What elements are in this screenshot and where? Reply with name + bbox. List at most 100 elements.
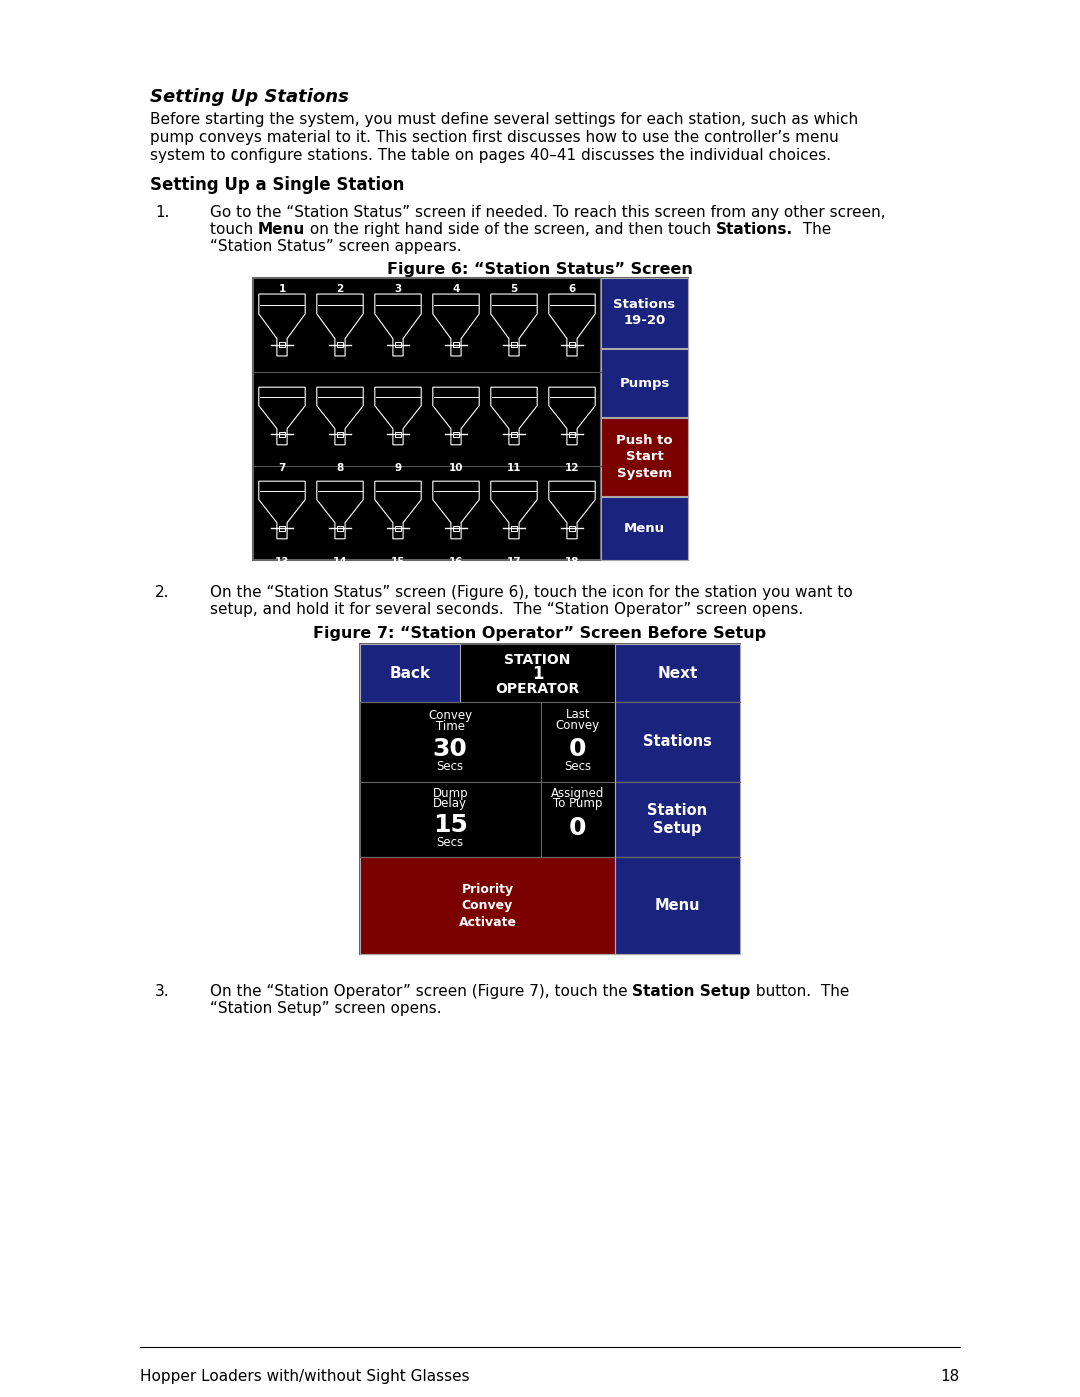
Bar [360, 856, 615, 954]
Text: 1: 1 [531, 665, 543, 683]
Text: Figure 6: “Station Status” Screen: Figure 6: “Station Status” Screen [387, 263, 693, 277]
Text: 8: 8 [336, 462, 343, 474]
Text: 9: 9 [394, 462, 402, 474]
Bar [600, 497, 688, 560]
Bar [280, 525, 285, 531]
Text: 3.: 3. [156, 983, 170, 999]
Text: Stations
19-20: Stations 19-20 [613, 299, 676, 327]
Bar [600, 418, 688, 496]
Text: Delay: Delay [433, 798, 468, 810]
Text: Station
Setup: Station Setup [647, 803, 707, 837]
Text: Figure 7: “Station Operator” Screen Before Setup: Figure 7: “Station Operator” Screen Befo… [313, 626, 767, 641]
Bar [511, 525, 517, 531]
Text: 14: 14 [333, 557, 348, 567]
Text: 3: 3 [394, 284, 402, 293]
Polygon shape [259, 387, 306, 444]
Bar [395, 525, 401, 531]
Text: Stations.: Stations. [716, 222, 794, 237]
Text: 5: 5 [511, 284, 517, 293]
Bar [600, 278, 688, 348]
Text: Dump: Dump [432, 787, 468, 799]
Bar [600, 349, 688, 416]
Polygon shape [375, 293, 421, 356]
Text: “Station Setup” screen opens.: “Station Setup” screen opens. [210, 1002, 442, 1016]
Polygon shape [490, 387, 537, 444]
Bar [253, 278, 600, 560]
Polygon shape [433, 481, 480, 539]
Text: 18: 18 [565, 557, 579, 567]
Text: Secs: Secs [436, 835, 464, 848]
Text: On the “Station Operator” screen (Figure 7), touch the: On the “Station Operator” screen (Figure… [210, 983, 633, 999]
Polygon shape [490, 293, 537, 356]
Text: Setting Up Stations: Setting Up Stations [150, 88, 349, 106]
Polygon shape [433, 293, 480, 356]
Bar [569, 432, 575, 437]
Bar [454, 432, 459, 437]
Text: Setting Up a Single Station: Setting Up a Single Station [150, 176, 404, 194]
Polygon shape [549, 387, 595, 444]
Text: 12: 12 [565, 462, 579, 474]
Text: 4: 4 [453, 284, 460, 293]
Text: pump conveys material to it. This section first discusses how to use the control: pump conveys material to it. This sectio… [150, 130, 839, 145]
Polygon shape [259, 481, 306, 539]
Bar [569, 342, 575, 348]
Text: 17: 17 [507, 557, 522, 567]
Text: setup, and hold it for several seconds.  The “Station Operator” screen opens.: setup, and hold it for several seconds. … [210, 602, 804, 617]
Bar [454, 525, 459, 531]
Text: 1.: 1. [156, 205, 170, 219]
Bar [337, 342, 342, 348]
Bar [360, 644, 460, 703]
Text: OPERATOR: OPERATOR [496, 682, 580, 696]
Text: 6: 6 [568, 284, 576, 293]
Text: Secs: Secs [436, 760, 464, 774]
Polygon shape [316, 387, 363, 444]
Polygon shape [316, 293, 363, 356]
Text: 0: 0 [569, 738, 586, 761]
Text: Time: Time [436, 719, 464, 732]
Bar [395, 432, 401, 437]
Polygon shape [375, 481, 421, 539]
Text: Secs: Secs [564, 760, 592, 774]
Text: touch: touch [210, 222, 258, 237]
Text: Back: Back [390, 665, 431, 680]
Text: system to configure stations. The table on pages 40–41 discusses the individual : system to configure stations. The table … [150, 148, 832, 163]
Text: Menu: Menu [258, 222, 306, 237]
Text: “Station Status” screen appears.: “Station Status” screen appears. [210, 239, 461, 254]
Text: 18: 18 [941, 1369, 960, 1384]
Text: To Pump: To Pump [553, 798, 603, 810]
Bar [337, 525, 342, 531]
Text: 11: 11 [507, 462, 522, 474]
Bar [454, 342, 459, 348]
Text: Before starting the system, you must define several settings for each station, s: Before starting the system, you must def… [150, 112, 859, 127]
Text: The: The [794, 222, 832, 237]
Text: 15: 15 [433, 813, 468, 837]
Bar [615, 703, 740, 782]
Text: Priority
Convey
Activate: Priority Convey Activate [459, 883, 516, 929]
Bar [615, 856, 740, 954]
Text: STATION: STATION [504, 654, 570, 668]
Text: 2.: 2. [156, 585, 170, 599]
Polygon shape [375, 387, 421, 444]
Text: Push to
Start
System: Push to Start System [617, 434, 673, 479]
Bar [280, 342, 285, 348]
Text: 7: 7 [279, 462, 286, 474]
Bar [511, 342, 517, 348]
Bar [615, 644, 740, 703]
Bar [395, 342, 401, 348]
Polygon shape [549, 293, 595, 356]
Text: Station Setup: Station Setup [633, 983, 751, 999]
Text: 30: 30 [433, 738, 468, 761]
Text: 2: 2 [336, 284, 343, 293]
Bar [615, 782, 740, 856]
Text: Last: Last [566, 708, 590, 721]
Text: on the right hand side of the screen, and then touch: on the right hand side of the screen, an… [306, 222, 716, 237]
Text: Next: Next [658, 665, 698, 680]
Text: Pumps: Pumps [619, 377, 670, 390]
Text: Menu: Menu [624, 522, 665, 535]
Text: Hopper Loaders with/without Sight Glasses: Hopper Loaders with/without Sight Glasse… [140, 1369, 470, 1384]
Text: Assigned: Assigned [551, 787, 605, 799]
Text: button.  The: button. The [751, 983, 849, 999]
Bar [360, 644, 740, 954]
Text: Go to the “Station Status” screen if needed. To reach this screen from any other: Go to the “Station Status” screen if nee… [210, 205, 886, 219]
Text: 15: 15 [391, 557, 405, 567]
